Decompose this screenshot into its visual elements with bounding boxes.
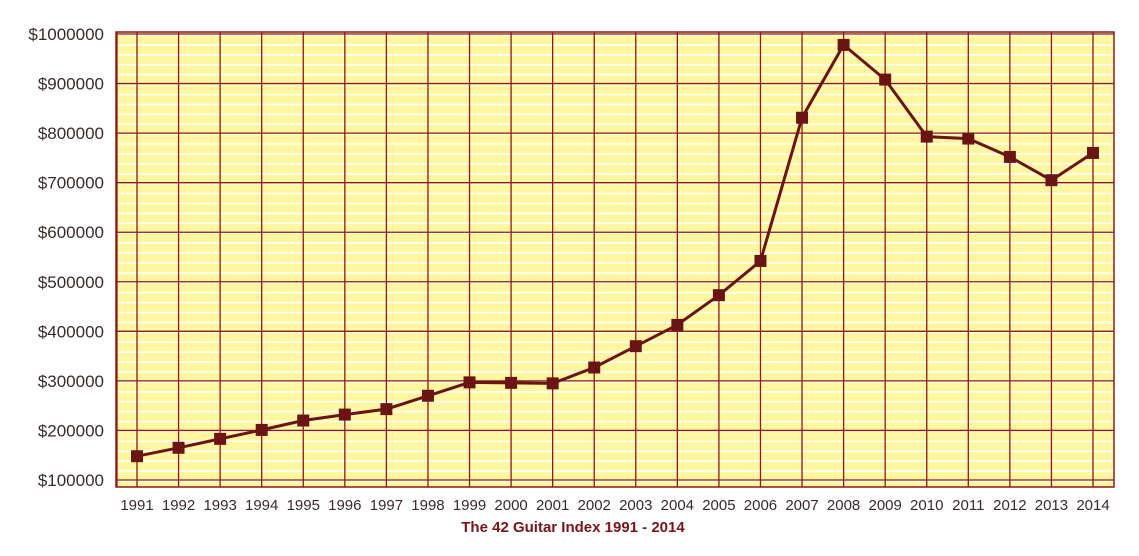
y-tick-label: $1000000: [28, 25, 104, 44]
data-point: [1045, 174, 1058, 187]
x-tick-label: 2006: [744, 497, 777, 514]
x-tick-label: 2008: [827, 497, 860, 514]
x-tick-label: 1994: [245, 497, 278, 514]
y-tick-label: $700000: [38, 174, 104, 193]
x-axis-ticks: 1991 1992 1993 1994 1995 1996 1997 1998 1999 2000…: [120, 497, 1109, 514]
data-point: [588, 361, 601, 374]
data-point: [380, 403, 393, 416]
x-tick-label: 1995: [287, 497, 320, 514]
series-line: [136, 42, 1094, 458]
x-tick-label: 1996: [328, 497, 361, 514]
data-point: [629, 340, 642, 353]
data-point: [421, 389, 434, 402]
y-tick-label: $400000: [38, 322, 104, 341]
x-tick-label: 2010: [910, 497, 943, 514]
x-tick-label: 2012: [993, 497, 1026, 514]
data-point: [255, 423, 268, 436]
plot-border: [115, 31, 1115, 488]
y-axis-ticks: $100000 $200000 $300000 $400000 $500000 $6000…: [28, 25, 104, 490]
data-point: [338, 408, 351, 421]
x-tick-label: 2011: [952, 497, 984, 514]
x-tick-label: 2001: [536, 497, 569, 514]
data-point: [172, 441, 185, 454]
y-tick-label: $600000: [38, 223, 104, 242]
x-tick-label: 2002: [578, 497, 611, 514]
x-tick-label: 1998: [411, 497, 444, 514]
data-point: [920, 130, 933, 143]
y-tick-label: $300000: [38, 372, 104, 391]
major-grid: [116, 32, 1114, 487]
data-point: [1003, 150, 1016, 163]
y-tick-label: $100000: [38, 471, 104, 490]
x-tick-label: 1993: [203, 497, 236, 514]
x-tick-label: 2009: [868, 497, 901, 514]
data-point: [962, 132, 975, 145]
y-tick-label: $200000: [38, 421, 104, 440]
data-point: [754, 254, 767, 267]
y-tick-label: $800000: [38, 124, 104, 143]
y-tick-label: $500000: [38, 273, 104, 292]
data-point: [796, 111, 809, 124]
y-tick-label: $900000: [38, 75, 104, 94]
x-tick-label: 2007: [785, 497, 818, 514]
data-markers: [131, 38, 1099, 463]
x-tick-label: 1999: [453, 497, 486, 514]
x-tick-label: 2014: [1076, 497, 1109, 514]
data-point: [505, 376, 518, 389]
data-point: [1087, 146, 1099, 159]
data-point: [546, 377, 559, 390]
x-tick-label: 1992: [162, 497, 195, 514]
data-point: [297, 414, 310, 427]
data-point: [214, 432, 227, 445]
data-point: [837, 38, 850, 51]
x-tick-label: 1997: [370, 497, 403, 514]
plot-background: [116, 32, 1114, 487]
data-point: [712, 289, 725, 302]
data-point: [671, 318, 684, 331]
data-point: [131, 450, 143, 463]
x-tick-label: 2000: [494, 497, 527, 514]
data-point: [879, 73, 892, 86]
chart-title: The 42 Guitar Index 1991 - 2014: [461, 519, 685, 536]
x-tick-label: 2003: [619, 497, 652, 514]
x-tick-label: 2005: [702, 497, 735, 514]
data-point: [463, 376, 476, 389]
x-tick-label: 2013: [1035, 497, 1068, 514]
x-tick-label: 2004: [661, 497, 694, 514]
minor-grid: [116, 34, 1114, 482]
x-tick-label: 1991: [120, 497, 153, 514]
